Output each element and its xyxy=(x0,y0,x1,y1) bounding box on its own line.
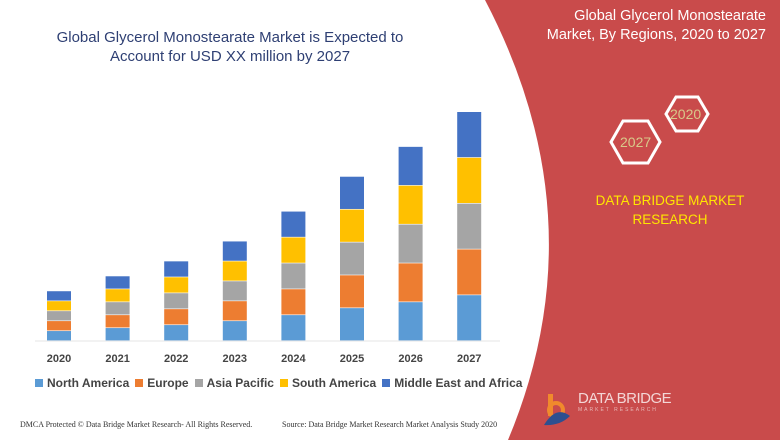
bar-segment-2027-europe xyxy=(457,249,482,295)
bar-segment-2020-north-america xyxy=(47,331,71,341)
x-tick-label: 2022 xyxy=(164,353,188,365)
bar-segment-2023-asia-pacific xyxy=(222,281,247,301)
legend: North America Europe Asia Pacific South Ame… xyxy=(35,376,522,390)
bar-segment-2021-europe xyxy=(105,315,130,328)
legend-label: Europe xyxy=(147,376,189,390)
legend-label: Middle East and Africa xyxy=(394,376,523,390)
bar-segment-2022-asia-pacific xyxy=(164,293,189,309)
bar-segment-2020-middle-east-and-africa xyxy=(47,291,71,301)
legend-item: South America xyxy=(279,376,377,390)
legend-item: Asia Pacific xyxy=(194,376,274,390)
bar-segment-2025-south-america xyxy=(340,209,364,242)
legend-label: Asia Pacific xyxy=(206,376,274,390)
bar-segment-2027-south-america xyxy=(457,157,482,203)
bar-segment-2021-south-america xyxy=(105,289,130,302)
bar-segment-2023-europe xyxy=(222,301,247,321)
legend-label: North America xyxy=(47,376,130,390)
bar-segment-2027-asia-pacific xyxy=(457,203,482,249)
bar-segment-2026-north-america xyxy=(398,302,423,341)
x-tick-label: 2025 xyxy=(340,353,364,365)
legend-item: North America xyxy=(35,376,129,390)
bar-segment-2024-asia-pacific xyxy=(281,263,306,289)
bar-segment-2025-europe xyxy=(340,275,364,308)
bars: 2020 2021 2022 2023 2024 2025 2026 2027 xyxy=(47,112,482,365)
x-tick-label: 2020 xyxy=(47,353,71,365)
logo-icon xyxy=(544,394,570,426)
legend-item: Middle East and Africa xyxy=(382,376,522,390)
brand-text: DATA BRIDGE MARKET RESEARCH xyxy=(595,193,745,227)
bar-segment-2020-south-america xyxy=(47,301,71,311)
bar-segment-2020-asia-pacific xyxy=(47,311,71,321)
bar-segment-2026-europe xyxy=(398,263,423,302)
bar-segment-2026-south-america xyxy=(398,185,423,224)
x-tick-label: 2026 xyxy=(398,353,422,365)
bar-segment-2022-south-america xyxy=(164,277,189,293)
bar-segment-2024-north-america xyxy=(281,315,306,341)
bar-segment-2024-middle-east-and-africa xyxy=(281,211,306,237)
logo-subtext: MARKET RESEARCH xyxy=(578,407,658,413)
bar-segment-2021-asia-pacific xyxy=(105,302,130,315)
bar-segment-2021-north-america xyxy=(105,328,130,341)
bar-segment-2024-south-america xyxy=(281,237,306,263)
legend-label: South America xyxy=(291,376,377,390)
bar-segment-2026-asia-pacific xyxy=(398,224,423,263)
x-tick-label: 2024 xyxy=(281,353,306,365)
hex-2020-icon xyxy=(664,95,710,133)
hex-2027-icon xyxy=(609,119,662,165)
source-text: Source: Data Bridge Market Research Mark… xyxy=(282,420,498,429)
bar-segment-2022-middle-east-and-africa xyxy=(164,261,189,277)
bar-segment-2023-middle-east-and-africa xyxy=(222,241,247,261)
legend-item: Europe xyxy=(135,376,189,390)
legend-swatch xyxy=(135,379,144,387)
bar-segment-2025-north-america xyxy=(340,308,364,341)
copyright-text: DMCA Protected © Data Bridge Market Rese… xyxy=(20,420,253,429)
bar-segment-2026-middle-east-and-africa xyxy=(398,146,423,186)
bar-segment-2027-middle-east-and-africa xyxy=(457,112,482,158)
bar-segment-2025-middle-east-and-africa xyxy=(340,176,364,209)
legend-swatch xyxy=(194,379,203,387)
hex-2027-label: 2027 xyxy=(620,134,652,150)
bar-segment-2021-middle-east-and-africa xyxy=(105,276,130,289)
page-title: Global Glycerol Monostearate Market is E… xyxy=(56,29,404,65)
side-panel-title: Global Glycerol Monostearate Market, By … xyxy=(546,8,766,43)
logo: DATA BRIDGE MARKET RESEARCH xyxy=(578,390,672,413)
bar-segment-2020-europe xyxy=(47,321,71,331)
bar-segment-2027-north-america xyxy=(457,295,482,341)
legend-swatch xyxy=(279,379,288,387)
legend-swatch xyxy=(35,379,43,387)
bar-segment-2023-north-america xyxy=(222,321,247,341)
x-tick-label: 2023 xyxy=(223,353,247,365)
bar-segment-2022-europe xyxy=(164,309,189,325)
bar-segment-2023-south-america xyxy=(222,261,247,281)
logo-text: DATA BRIDGE xyxy=(578,390,672,407)
bar-segment-2025-asia-pacific xyxy=(340,242,364,275)
legend-swatch xyxy=(382,379,391,387)
bar-segment-2024-europe xyxy=(281,289,306,315)
x-tick-label: 2021 xyxy=(105,353,129,365)
x-tick-label: 2027 xyxy=(457,353,481,365)
hex-2020-label: 2020 xyxy=(670,106,702,122)
bar-segment-2022-north-america xyxy=(164,325,189,341)
